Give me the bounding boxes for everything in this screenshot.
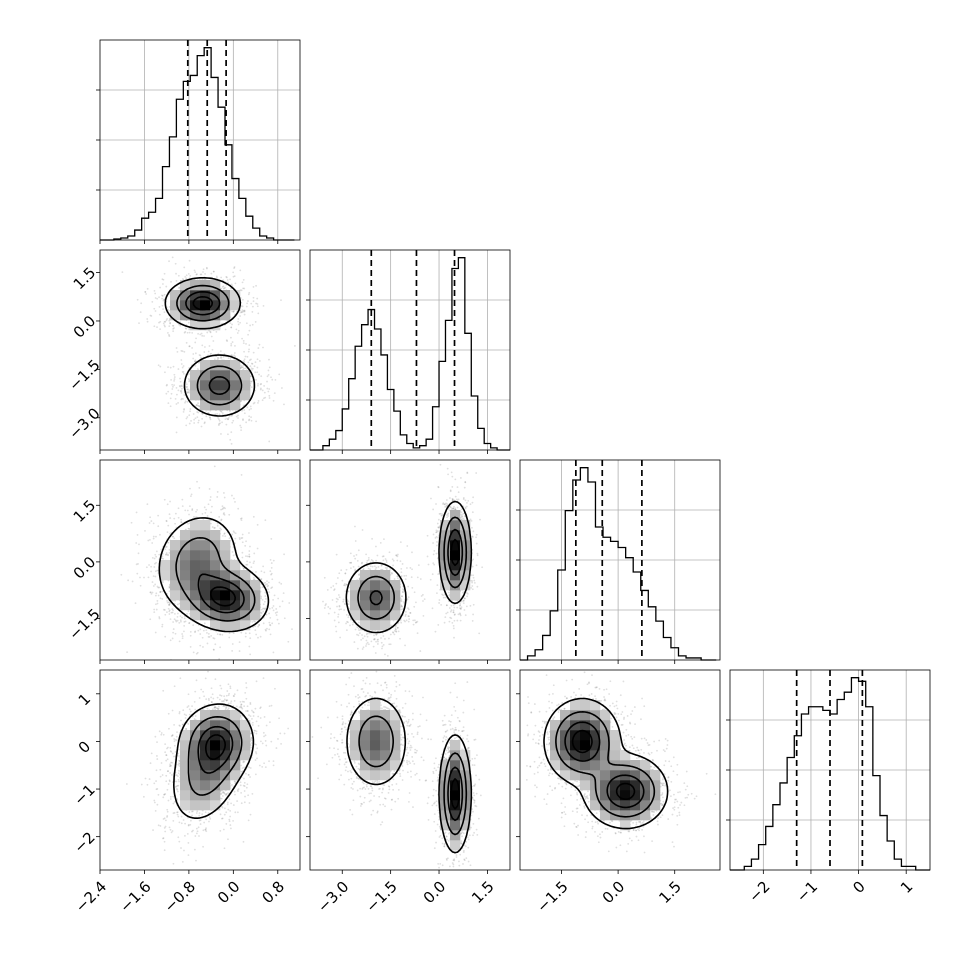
panel-frame xyxy=(99,39,301,241)
contour-level-2 xyxy=(197,725,234,774)
y-tick-label: −1 xyxy=(70,781,98,809)
contour-level-1 xyxy=(357,516,468,620)
x-tick-label: −2.4 xyxy=(72,878,110,916)
panel-background xyxy=(310,670,510,870)
x-tick-label: 1.5 xyxy=(655,878,685,908)
contour-level-3 xyxy=(192,296,214,311)
x-tick-label: 1 xyxy=(897,878,916,897)
y-tick-label: −1.5 xyxy=(65,356,103,394)
contour-level-2 xyxy=(185,291,231,395)
x-tick-label: 0.0 xyxy=(599,878,629,908)
x-tick-label: −0.8 xyxy=(161,878,199,916)
x-tick-label: 0 xyxy=(849,878,868,897)
histogram-step xyxy=(100,47,295,241)
y-tick-label: 0 xyxy=(75,738,94,757)
panel-content xyxy=(120,465,293,660)
panel-background xyxy=(310,460,510,660)
y-tick-label: −3.0 xyxy=(65,404,103,442)
contour-level-1 xyxy=(555,711,656,818)
contour-level-1 xyxy=(187,716,243,796)
density-cells xyxy=(160,520,261,631)
contour-level-3 xyxy=(450,778,460,810)
y-tick-label: 1.5 xyxy=(70,496,100,526)
y-tick-label: −1.5 xyxy=(65,605,103,643)
y-tick-label: 1.5 xyxy=(70,264,100,294)
scatter-panel-2-3 xyxy=(516,669,721,874)
contour-level-0 xyxy=(173,703,255,819)
panel-content xyxy=(121,256,296,445)
x-tick-label: −2 xyxy=(745,878,773,906)
y-tick-label: 0.0 xyxy=(70,312,100,342)
histogram-panel-0 xyxy=(96,39,301,244)
x-tick-label: 0.8 xyxy=(258,878,288,908)
x-tick-label: −1.5 xyxy=(362,878,400,916)
scatter-panel-1-2 xyxy=(306,459,511,664)
panel-frame xyxy=(99,669,301,871)
y-tick-label: 1 xyxy=(75,690,94,709)
contour-level-3 xyxy=(205,734,226,760)
contour-level-2 xyxy=(369,528,464,606)
contour-level-0 xyxy=(158,517,270,633)
x-tick-label: −1 xyxy=(793,878,821,906)
contour-level-1 xyxy=(175,537,256,622)
x-tick-label: −3.0 xyxy=(314,878,352,916)
x-tick-label: 0.0 xyxy=(420,878,450,908)
histogram-panel-3 xyxy=(726,669,931,874)
scatter-panel-0-2 xyxy=(96,459,301,664)
y-tick-label: −2 xyxy=(70,828,98,856)
y-tick-label: 0.0 xyxy=(70,553,100,583)
contour-level-3 xyxy=(450,538,460,567)
panel-content xyxy=(322,463,484,657)
scatter-panel-0-1 xyxy=(96,249,301,454)
histogram-panel-2 xyxy=(516,459,721,664)
panel-frame xyxy=(309,669,511,871)
panel-frame xyxy=(309,249,511,451)
histogram-panel-1 xyxy=(306,249,511,454)
histogram-step xyxy=(520,467,717,661)
panel-frame xyxy=(99,459,301,661)
contour-level-0 xyxy=(543,697,669,830)
panel-frame xyxy=(309,459,511,661)
panel-content xyxy=(125,670,290,865)
contour-level-0 xyxy=(345,500,473,634)
panel-content xyxy=(525,670,717,854)
scatter-panel-1-3 xyxy=(306,669,511,874)
panel-frame xyxy=(99,249,301,451)
contour-level-3 xyxy=(571,729,636,800)
x-tick-label: 0.0 xyxy=(214,878,244,908)
x-tick-label: −1.6 xyxy=(116,878,154,916)
contour-level-0 xyxy=(346,697,473,854)
contour-level-0 xyxy=(164,277,256,417)
x-tick-label: −1.5 xyxy=(533,878,571,916)
panel-frame xyxy=(519,669,721,871)
panel-frame xyxy=(519,459,721,661)
panel-frame xyxy=(729,669,931,871)
histogram-step xyxy=(310,257,510,451)
contour-level-3 xyxy=(210,586,236,607)
contour-level-1 xyxy=(358,715,468,836)
scatter-panel-0-3 xyxy=(96,669,301,874)
contour-level-2 xyxy=(197,573,245,614)
contour-level-2 xyxy=(564,721,645,809)
contour-level-2 xyxy=(447,766,464,822)
panel-content xyxy=(311,670,482,870)
contour-level-1 xyxy=(176,284,243,406)
x-tick-label: 1.5 xyxy=(468,878,498,908)
